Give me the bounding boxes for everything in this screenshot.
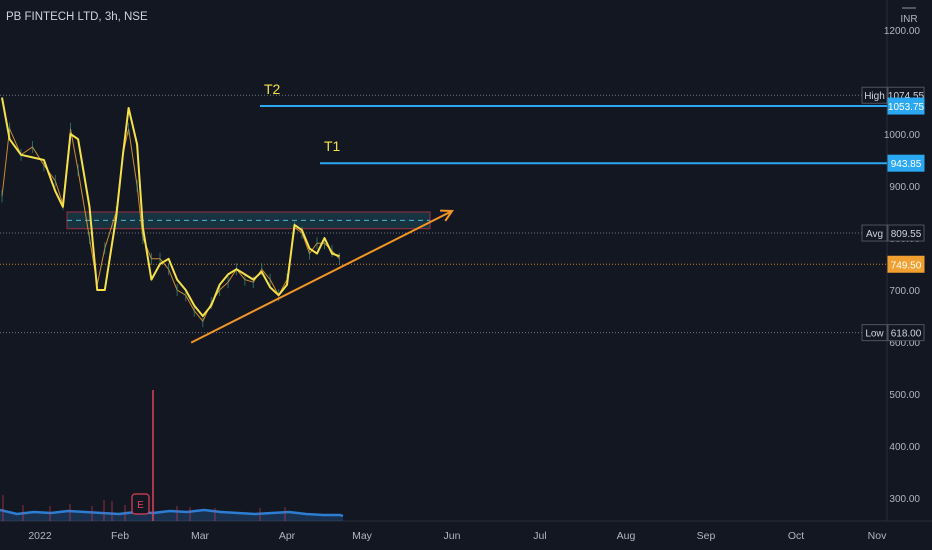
- price-marker-value: 1074.55: [888, 91, 925, 102]
- price-marker-value: 1053.75: [888, 102, 925, 113]
- y-tick-label: 600.00: [889, 338, 920, 349]
- target-lines[interactable]: T2 T1: [260, 81, 887, 165]
- price-marker-box: [887, 97, 925, 115]
- price-marker-box: [887, 255, 925, 273]
- y-tick-label: 1000.00: [884, 130, 921, 141]
- x-tick-label: Nov: [868, 530, 887, 542]
- price-marker-value: 943.85: [891, 159, 922, 170]
- price-marker-value: 749.50: [891, 260, 922, 271]
- target-label-t2: T2: [264, 81, 281, 97]
- currency-label[interactable]: INR: [900, 14, 917, 25]
- price-marker-tag: [861, 324, 888, 342]
- earnings-event-box: [131, 493, 150, 515]
- symbol-label[interactable]: PB FINTECH LTD, 3h, NSE: [6, 11, 148, 23]
- price-marker-tag-label: Low: [865, 329, 884, 340]
- earnings-event-label: E: [137, 500, 144, 511]
- x-axis-ticks: 2022 Feb Mar Apr May Jun Jul Aug Sep Oct Nov: [28, 530, 887, 542]
- trend-arrow-head: [440, 209, 454, 222]
- x-tick-label: Jun: [444, 530, 461, 542]
- target-label-t1: T1: [324, 138, 341, 154]
- y-tick-label: 400.00: [889, 442, 920, 453]
- price-marker-box: [887, 154, 925, 172]
- x-tick-label: Mar: [191, 530, 210, 542]
- y-tick-label: 300.00: [889, 494, 920, 505]
- x-tick-label: Jul: [533, 530, 546, 542]
- price-marker-value: 809.55: [891, 229, 922, 240]
- price-marker-box: [887, 224, 925, 242]
- x-tick-label: Apr: [279, 530, 296, 542]
- price-marker-tag-label: High: [864, 91, 885, 102]
- price-marker-value: 618.00: [891, 329, 922, 340]
- volume-pane: [0, 390, 344, 521]
- y-tick-label: 1200.00: [884, 26, 921, 37]
- resistance-zone[interactable]: [66, 211, 431, 230]
- trend-arrow[interactable]: [190, 209, 454, 344]
- trend-arrow-line[interactable]: [190, 210, 453, 344]
- price-marker-tag: [861, 86, 888, 104]
- price-marker-box: [887, 324, 925, 342]
- y-tick-label: 900.00: [889, 182, 920, 193]
- price-marker-tag: [861, 224, 888, 242]
- oscillator-line: [1, 97, 340, 317]
- earnings-event-marker[interactable]: E: [131, 493, 150, 515]
- x-tick-label: Sep: [697, 530, 716, 542]
- x-tick-label: Aug: [617, 530, 636, 542]
- x-tick-label: Feb: [111, 530, 129, 542]
- price-marker-tag-label: Avg: [866, 229, 883, 240]
- x-tick-label: May: [352, 530, 373, 542]
- dotted-levels: [0, 94, 887, 334]
- x-tick-label: Oct: [788, 530, 804, 542]
- y-tick-label: 700.00: [889, 286, 920, 297]
- y-tick-label: 500.00: [889, 390, 920, 401]
- x-tick-label: 2022: [28, 530, 52, 542]
- volume-line: [0, 508, 344, 518]
- series-lines: [1, 97, 340, 328]
